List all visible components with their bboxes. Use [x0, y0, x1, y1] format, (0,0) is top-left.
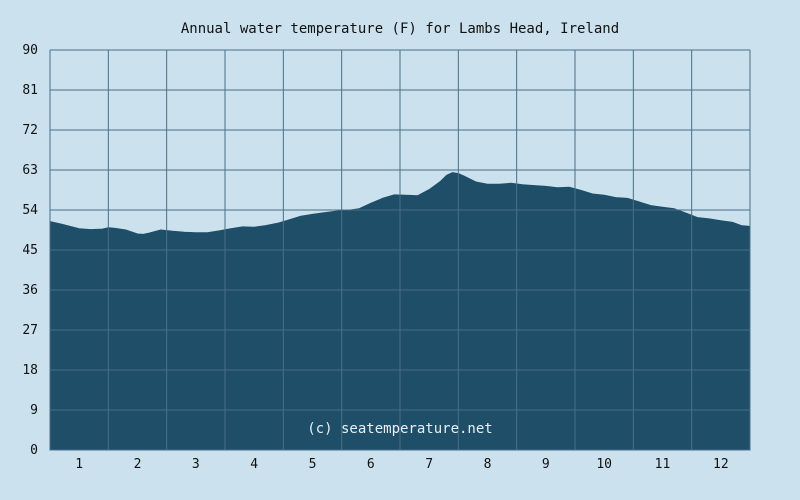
- x-tick-label: 4: [250, 457, 258, 472]
- x-tick-label: 2: [134, 457, 142, 472]
- y-tick-label: 36: [22, 283, 38, 298]
- watermark-text: (c) seatemperature.net: [307, 421, 492, 437]
- grid: [49, 49, 751, 451]
- x-tick-label: 9: [542, 457, 550, 472]
- y-axis: 0 9 18 27 36 45 54 63 72 81 90: [22, 43, 38, 458]
- x-tick-label: 6: [367, 457, 375, 472]
- y-tick-label: 72: [22, 123, 38, 138]
- y-tick-label: 0: [30, 443, 38, 458]
- x-tick-label: 11: [655, 457, 671, 472]
- x-tick-label: 10: [596, 457, 612, 472]
- x-tick-label: 5: [309, 457, 317, 472]
- y-tick-label: 45: [22, 243, 38, 258]
- x-tick-label: 1: [75, 457, 83, 472]
- y-tick-label: 90: [22, 43, 38, 58]
- chart-title: Annual water temperature (F) for Lambs H…: [181, 21, 619, 37]
- x-tick-label: 12: [713, 457, 729, 472]
- x-tick-label: 7: [425, 457, 433, 472]
- y-tick-label: 18: [22, 363, 38, 378]
- y-tick-label: 9: [30, 403, 38, 418]
- y-tick-label: 63: [22, 163, 38, 178]
- y-tick-label: 81: [22, 83, 38, 98]
- y-tick-label: 54: [22, 203, 38, 218]
- x-tick-label: 3: [192, 457, 200, 472]
- x-axis: 1 2 3 4 5 6 7 8 9 10 11 12: [75, 457, 728, 472]
- y-tick-label: 27: [22, 323, 38, 338]
- x-tick-label: 8: [484, 457, 492, 472]
